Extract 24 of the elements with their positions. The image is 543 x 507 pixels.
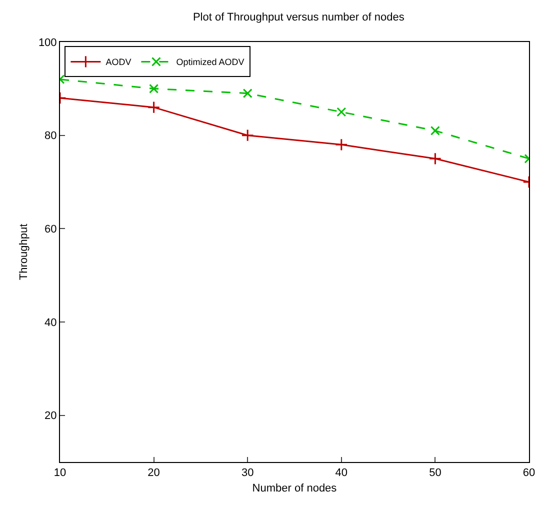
- legend-label: AODV: [106, 57, 132, 68]
- x-tick-label: 40: [335, 467, 348, 480]
- point: [336, 107, 346, 117]
- x-tick-label: 20: [148, 467, 160, 480]
- x-axis-title: Number of nodes: [252, 482, 338, 494]
- point: [241, 128, 254, 142]
- point: [335, 138, 348, 152]
- point: [242, 88, 252, 98]
- y-tick-label: 80: [44, 130, 57, 142]
- point: [147, 100, 160, 114]
- point: [428, 152, 442, 166]
- y-axis-title: Throughput: [18, 224, 30, 280]
- x-tick-label: 60: [522, 467, 536, 480]
- x-tick-label: 10: [54, 467, 66, 480]
- point: [430, 126, 440, 136]
- y-tick-label: 20: [44, 410, 57, 422]
- y-tick-label: 60: [44, 224, 57, 236]
- legend-label: Optimized AODV: [176, 57, 244, 68]
- y-tick-label: 40: [44, 316, 57, 329]
- x-tick-label: 50: [429, 467, 442, 480]
- chart-title: Plot of Throughput versus number of nodes: [192, 11, 405, 24]
- point: [149, 84, 159, 94]
- x-tick-label: 30: [241, 467, 254, 480]
- y-tick-label: 100: [38, 36, 57, 49]
